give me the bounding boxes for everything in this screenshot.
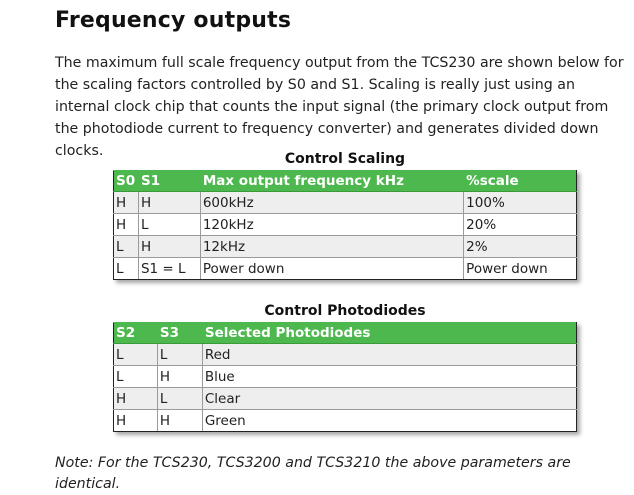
control-photodiodes-section: Control Photodiodes S2 S3 Selected Photo…: [113, 302, 578, 432]
table-cell: L: [156, 343, 203, 366]
table-cell: Red: [201, 343, 578, 366]
table-cell: Blue: [201, 365, 578, 388]
table-row: L S1 = L Power down Power down: [113, 257, 577, 280]
control-scaling-caption: Control Scaling: [284, 151, 406, 167]
column-header-selected-photodiodes: Selected Photodiodes: [201, 322, 578, 344]
table-cell: 2%: [463, 235, 577, 258]
control-scaling-table: S0 S1 Max output frequency kHz %scale H …: [113, 170, 577, 280]
footnote: Note: For the TCS230, TCS3200 and TCS321…: [55, 455, 571, 492]
table-cell: H: [113, 409, 158, 432]
control-photodiodes-table: S2 S3 Selected Photodiodes L L Red L H B…: [113, 322, 578, 432]
table-header-row: S0 S1 Max output frequency kHz %scale: [113, 170, 577, 192]
table-cell: L: [113, 365, 158, 388]
table-row: H H 600kHz 100%: [113, 191, 577, 214]
table-cell: 120kHz: [199, 213, 465, 236]
table-cell: L: [137, 213, 201, 236]
table-cell: H: [156, 409, 203, 432]
table-header-row: S2 S3 Selected Photodiodes: [113, 322, 578, 344]
control-photodiodes-caption: Control Photodiodes: [264, 303, 426, 319]
column-header-max-frequency: Max output frequency kHz: [199, 170, 465, 192]
column-header-s1: S1: [137, 170, 201, 192]
table-cell: Clear: [201, 387, 578, 410]
table-cell: Power down: [463, 257, 577, 280]
table-cell: 100%: [463, 191, 577, 214]
table-cell: 12kHz: [199, 235, 465, 258]
table-cell: L: [113, 257, 139, 280]
table-row: L H 12kHz 2%: [113, 235, 577, 258]
table-cell: H: [113, 191, 139, 214]
intro-paragraph: The maximum full scale frequency output …: [55, 55, 624, 159]
table-cell: S1 = L: [137, 257, 201, 280]
table-cell: 20%: [463, 213, 577, 236]
table-row: L H Blue: [113, 365, 578, 388]
table-row: H H Green: [113, 409, 578, 432]
table-row: H L Clear: [113, 387, 578, 410]
column-header-scale: %scale: [463, 170, 577, 192]
table-cell: L: [156, 387, 203, 410]
table-cell: L: [113, 235, 139, 258]
control-scaling-section: Control Scaling S0 S1 Max output frequen…: [113, 150, 577, 280]
table-row: L L Red: [113, 343, 578, 366]
table-row: H L 120kHz 20%: [113, 213, 577, 236]
table-cell: H: [137, 191, 201, 214]
column-header-s0: S0: [113, 170, 139, 192]
table-cell: H: [113, 387, 158, 410]
table-cell: H: [137, 235, 201, 258]
page-heading: Frequency outputs: [55, 8, 292, 33]
table-cell: Power down: [199, 257, 465, 280]
table-cell: 600kHz: [199, 191, 465, 214]
table-cell: L: [113, 343, 158, 366]
table-cell: H: [156, 365, 203, 388]
table-cell: H: [113, 213, 139, 236]
table-cell: Green: [201, 409, 578, 432]
column-header-s3: S3: [156, 322, 203, 344]
column-header-s2: S2: [113, 322, 158, 344]
